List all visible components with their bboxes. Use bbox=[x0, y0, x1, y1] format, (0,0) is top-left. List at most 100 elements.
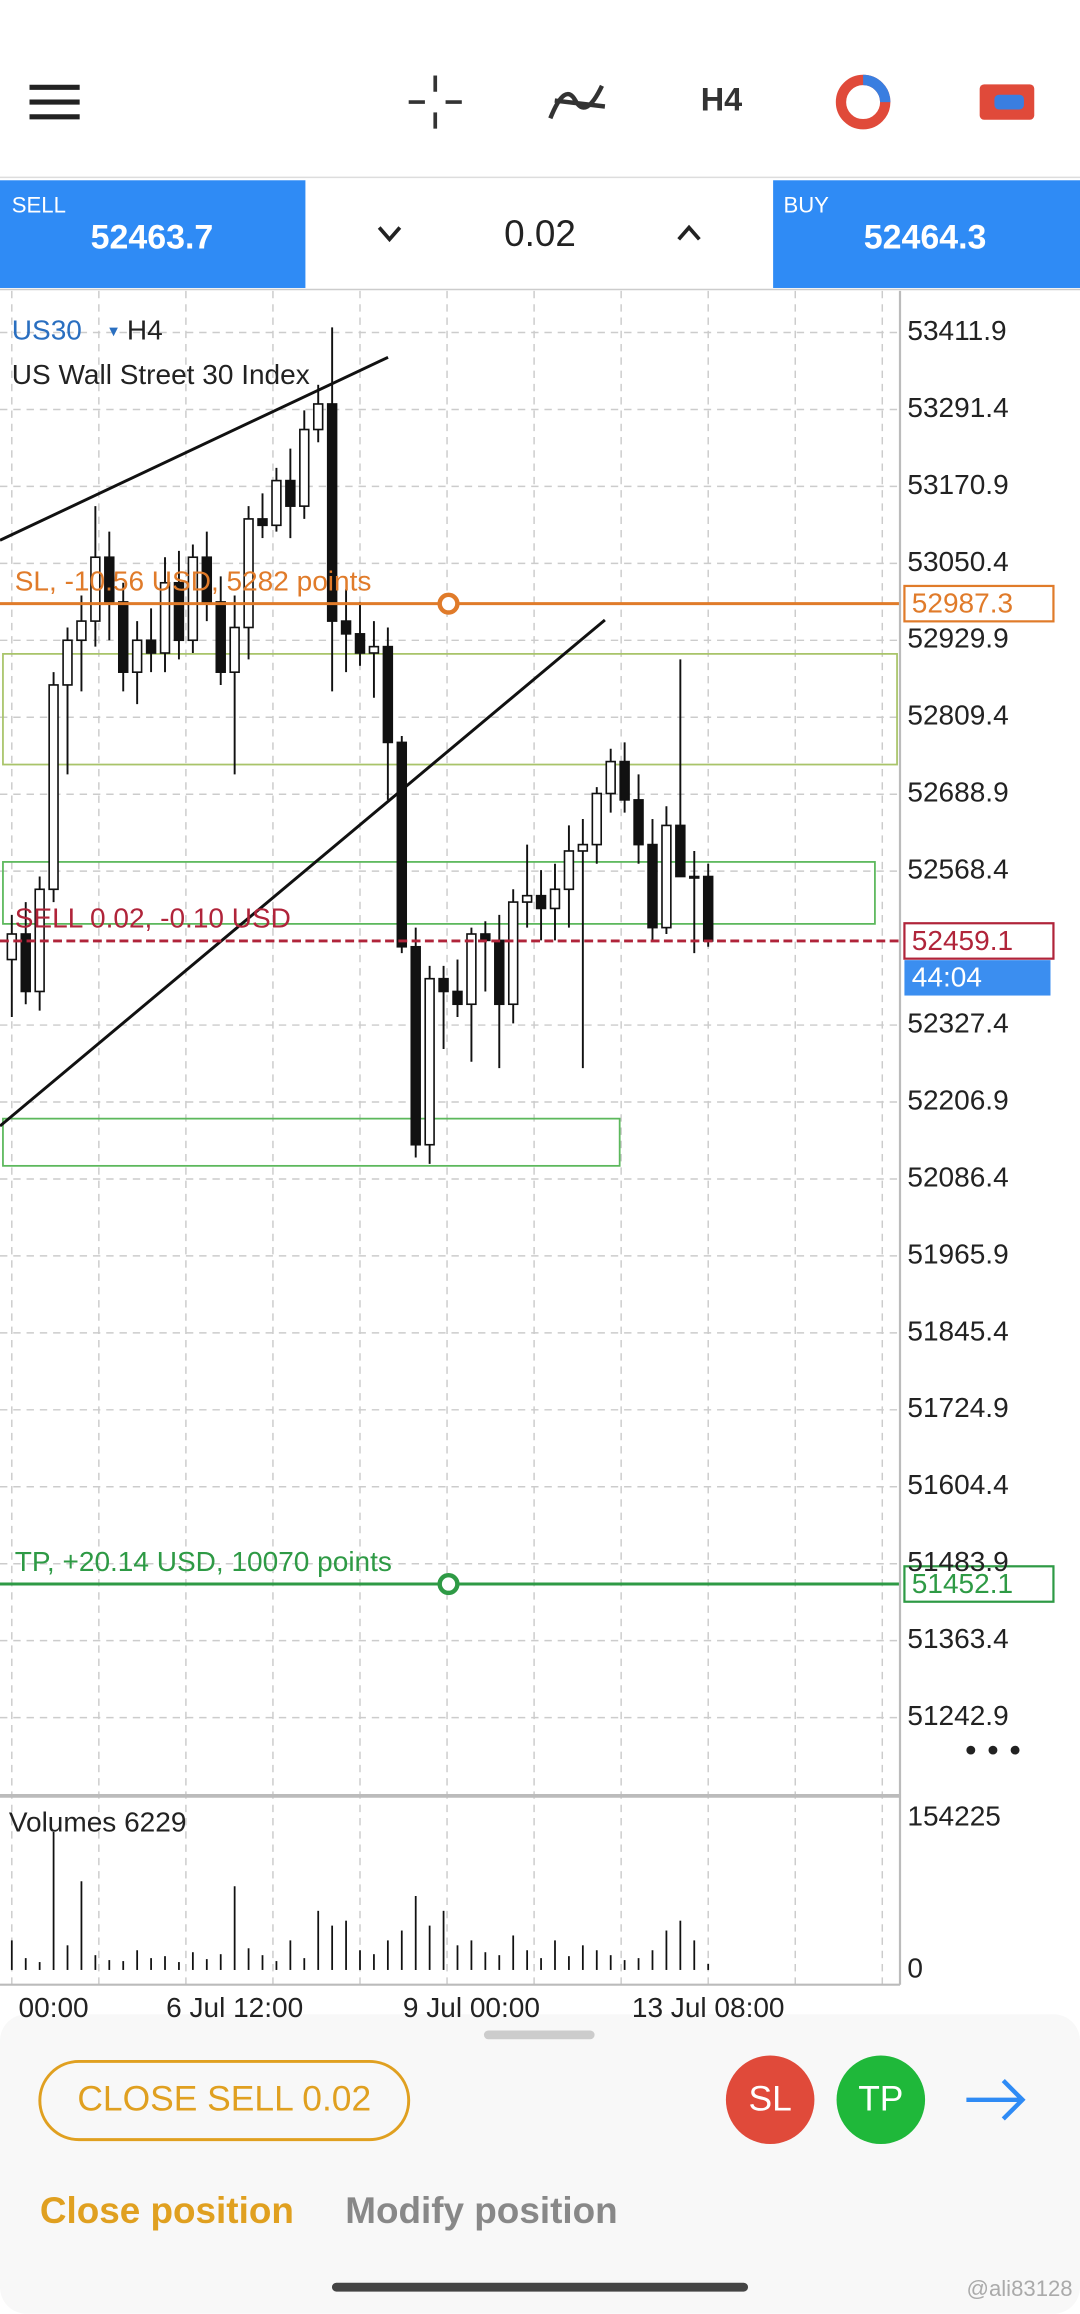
symbol[interactable]: US30 bbox=[12, 315, 82, 346]
candle-body bbox=[689, 875, 700, 879]
toolbar bbox=[0, 0, 1080, 178]
candle-body bbox=[577, 843, 589, 852]
sl-button[interactable] bbox=[725, 2055, 815, 2145]
watermark: @ali83128 bbox=[966, 2276, 1072, 2301]
candle-body bbox=[131, 639, 143, 673]
zone bbox=[2, 861, 876, 925]
close-button[interactable] bbox=[38, 2059, 411, 2142]
trend-line bbox=[0, 618, 606, 1128]
volume-tick-label: 154225 bbox=[907, 1800, 1000, 1831]
candle-body bbox=[117, 601, 129, 673]
sell-price: 52463.7 bbox=[91, 218, 214, 256]
candle-body bbox=[90, 556, 101, 622]
level-label: SELL 0.02, -0.10 USD bbox=[15, 903, 291, 934]
drawings bbox=[0, 355, 898, 1167]
y-tick-label: 51965.9 bbox=[907, 1238, 1008, 1269]
indicators-icon[interactable] bbox=[548, 84, 606, 120]
y-tick-label: 52327.4 bbox=[907, 1007, 1008, 1038]
buy-button[interactable] bbox=[773, 180, 1080, 288]
volume-up[interactable] bbox=[677, 224, 701, 241]
objects-icon-part bbox=[862, 74, 891, 103]
arrow-button[interactable] bbox=[966, 2079, 1026, 2121]
tp-button-label: TP bbox=[858, 2079, 903, 2119]
candle-body bbox=[661, 824, 672, 929]
levels: SL, -10.56 USD, 5282 points 52987.3 TP, +2… bbox=[0, 565, 1055, 1603]
candle-body bbox=[243, 518, 254, 629]
y-tick-label: 53050.4 bbox=[907, 546, 1008, 577]
candle-body bbox=[438, 977, 449, 993]
tp-button[interactable] bbox=[836, 2055, 926, 2145]
candle-body bbox=[507, 901, 519, 1006]
candle-body bbox=[340, 620, 352, 635]
candle-body bbox=[466, 933, 477, 1006]
y-tick-label: 52086.4 bbox=[907, 1161, 1008, 1192]
y-tick-label: 52568.4 bbox=[907, 854, 1008, 885]
countdown: 44:04 bbox=[912, 962, 982, 993]
candle-body bbox=[201, 556, 213, 603]
candle-body bbox=[271, 479, 282, 527]
level-label: SL, -10.56 USD, 5282 points bbox=[15, 565, 372, 596]
candle-body bbox=[299, 428, 310, 507]
tab[interactable]: Modify position bbox=[345, 2190, 617, 2231]
candle-body bbox=[424, 977, 435, 1146]
zone bbox=[2, 653, 898, 766]
volume-title: Volumes 6229 bbox=[9, 1806, 187, 1837]
symbol-dropdown[interactable]: ▼ bbox=[106, 324, 121, 340]
candle-body bbox=[675, 824, 686, 878]
candle-body bbox=[215, 601, 226, 673]
price-box-label: 52459.1 bbox=[912, 925, 1013, 956]
candle-body bbox=[563, 850, 575, 891]
candle-body bbox=[702, 875, 714, 942]
candle-body bbox=[480, 933, 491, 942]
candle-body bbox=[145, 639, 157, 654]
y-tick-label: 52929.9 bbox=[907, 623, 1008, 654]
y-tick-label: 51242.9 bbox=[907, 1700, 1008, 1731]
zone bbox=[2, 1117, 621, 1167]
volume-tick-label: 0 bbox=[907, 1952, 923, 1983]
chart-timeframe: H4 bbox=[127, 315, 163, 346]
y-tick-label: 53170.9 bbox=[907, 469, 1008, 500]
candle-body bbox=[62, 639, 73, 686]
candle-body bbox=[410, 945, 421, 1146]
chart-title: US Wall Street 30 Index bbox=[12, 359, 310, 390]
candle-body bbox=[494, 939, 505, 1006]
candle-body bbox=[173, 581, 185, 642]
buy-price: 52464.3 bbox=[864, 218, 987, 256]
y-tick-label: 53411.9 bbox=[907, 315, 1006, 346]
candle-body bbox=[535, 894, 547, 910]
candle-body bbox=[591, 792, 603, 846]
candle-body bbox=[368, 645, 380, 654]
trend-line bbox=[0, 355, 389, 542]
candle-body bbox=[76, 620, 87, 642]
timeframe-button[interactable]: H4 bbox=[701, 82, 742, 118]
y-tick-label: 51604.4 bbox=[907, 1469, 1008, 1500]
candle-body bbox=[452, 990, 463, 1006]
sell-label: SELL bbox=[12, 193, 66, 218]
candle-body bbox=[521, 894, 533, 903]
close-button-label: CLOSE SELL 0.02 bbox=[77, 2079, 371, 2119]
price-box bbox=[903, 584, 1055, 623]
volume-down[interactable] bbox=[377, 226, 402, 243]
volume-value[interactable]: 0.02 bbox=[504, 213, 576, 254]
candle-body bbox=[20, 933, 31, 993]
countdown-box bbox=[904, 960, 1051, 996]
candle-body bbox=[312, 403, 324, 431]
y-tick-label: 52688.9 bbox=[907, 777, 1008, 808]
sell-button[interactable] bbox=[0, 180, 306, 288]
sheet-handle[interactable] bbox=[483, 2030, 595, 2040]
price-box bbox=[903, 1565, 1055, 1603]
candle-body bbox=[549, 888, 561, 910]
y-tick-label: 51363.4 bbox=[907, 1623, 1008, 1654]
y-tick-label: 52206.9 bbox=[907, 1084, 1008, 1115]
more-icon[interactable] bbox=[966, 1745, 1020, 1755]
price-box bbox=[903, 922, 1055, 960]
menu-icon[interactable] bbox=[29, 84, 80, 120]
candle-body bbox=[633, 799, 644, 846]
x-tick-label: 9 Jul 00:00 bbox=[403, 1992, 540, 2023]
tab[interactable]: Close position bbox=[40, 2190, 294, 2231]
crosshair-icon[interactable] bbox=[408, 75, 462, 129]
y-tick-label: 51483.9 bbox=[907, 1546, 1008, 1577]
x-tick-label: 6 Jul 12:00 bbox=[166, 1992, 303, 2023]
x-tick-label: 00:00 bbox=[19, 1992, 89, 2023]
y-tick-label: 51724.9 bbox=[907, 1392, 1008, 1423]
